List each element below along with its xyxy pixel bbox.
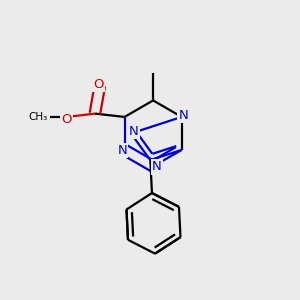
Text: N: N — [117, 144, 127, 157]
Text: O: O — [93, 78, 104, 91]
Text: CH₃: CH₃ — [29, 112, 48, 122]
Text: N: N — [178, 109, 188, 122]
Text: N: N — [152, 160, 161, 173]
Text: O: O — [61, 113, 71, 126]
Text: N: N — [129, 125, 139, 138]
